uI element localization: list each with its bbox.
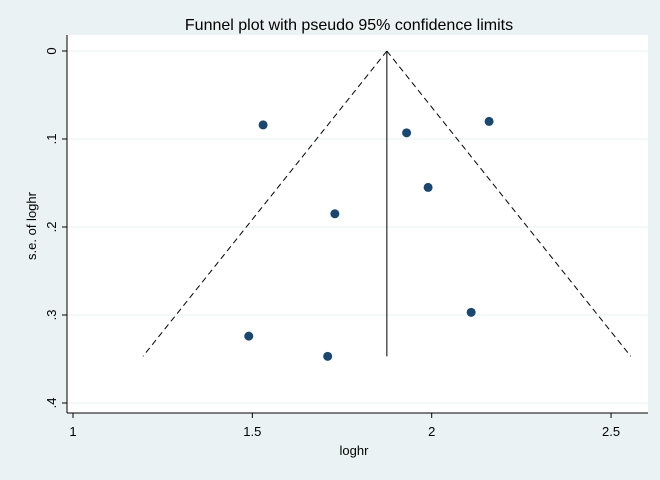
data-point-6	[244, 331, 254, 341]
y-tick-label-1: .1	[44, 134, 59, 145]
y-axis-label: s.e. of loghr	[24, 191, 39, 260]
x-tick-label-2: 2	[428, 424, 435, 439]
data-point-2	[402, 128, 412, 138]
funnel-lines	[142, 50, 632, 357]
data-point-5	[466, 307, 476, 317]
data-point-4	[330, 209, 340, 219]
x-tick-label-1: 1.5	[243, 424, 261, 439]
data-point-7	[323, 351, 333, 361]
data-points	[244, 116, 494, 361]
lower-confidence-limit-line	[142, 50, 388, 357]
y-tick-label-3: .3	[44, 310, 59, 321]
y-tick-label-4: .4	[44, 398, 59, 409]
x-tick-label-3: 2.5	[602, 424, 620, 439]
chart-title: Funnel plot with pseudo 95% confidence l…	[185, 17, 513, 34]
plot-background	[67, 35, 648, 413]
y-tick-label-0: 0	[44, 47, 59, 54]
upper-confidence-limit-line	[386, 50, 632, 357]
data-point-1	[484, 116, 494, 126]
axes: 0 .1 .2 .3 .4 1 1.5 2 2.5	[44, 35, 648, 439]
data-point-3	[423, 182, 433, 192]
x-tick-label-0: 1	[69, 424, 76, 439]
x-axis-label: loghr	[340, 443, 370, 458]
data-point-0	[258, 120, 268, 130]
y-tick-label-2: .2	[44, 222, 59, 233]
grid	[67, 50, 648, 404]
